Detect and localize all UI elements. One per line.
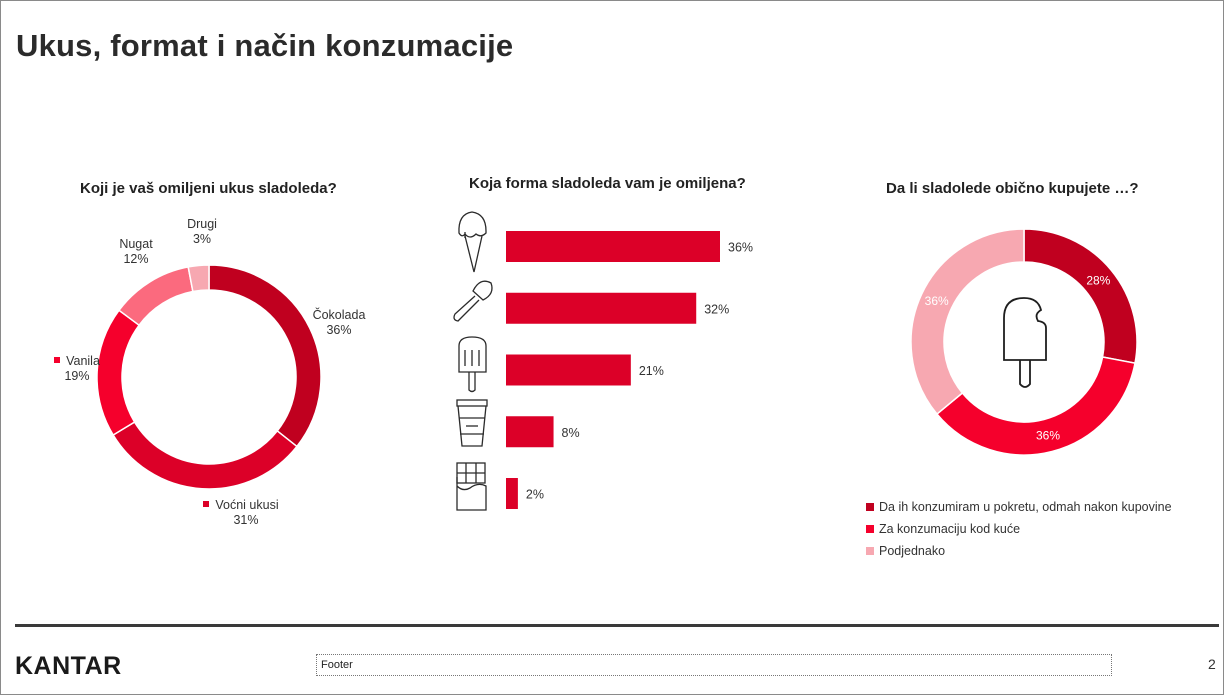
legend-swatch-equal bbox=[866, 547, 874, 555]
form-bar-label-1: 32% bbox=[704, 302, 729, 316]
legend-item-home: Za konzumaciju kod kuće bbox=[866, 520, 1172, 542]
flavor-slice-4 bbox=[187, 264, 210, 293]
purchase-chart-title: Da li sladolede obično kupujete …? bbox=[886, 180, 1139, 197]
legend-label-on-the-go: Da ih konzumiram u pokretu, odmah nakon … bbox=[879, 500, 1172, 514]
purchase-slice-2 bbox=[910, 228, 1025, 416]
flavor-label-vanila-name: Vanila bbox=[66, 354, 100, 368]
form-bar-label-4: 2% bbox=[526, 488, 544, 502]
kantar-logo: KANTAR bbox=[15, 652, 122, 680]
flavor-label-drugi-value: 3% bbox=[192, 232, 212, 246]
footer-text: Footer bbox=[316, 654, 1112, 676]
footer-rule bbox=[15, 624, 1219, 627]
flavor-label-nugat-name: Nugat bbox=[119, 237, 153, 251]
flavor-label-vocni-value: 31% bbox=[233, 513, 259, 527]
form-bar-1 bbox=[506, 292, 697, 324]
purchase-slice-0 bbox=[1023, 228, 1138, 365]
form-bar-label-2: 21% bbox=[639, 364, 664, 378]
purchase-data-label-1: 36% bbox=[1036, 428, 1060, 442]
legend-label-equal: Podjednako bbox=[879, 544, 946, 558]
form-bar-label-0: 36% bbox=[728, 241, 753, 255]
slide-title: Ukus, format i način konzumacije bbox=[16, 28, 514, 63]
legend-swatch-on-the-go bbox=[866, 503, 874, 511]
flavor-label-vocni: Voćni ukusi 31% bbox=[186, 498, 296, 528]
flavor-label-vocni-marker bbox=[203, 501, 210, 507]
form-bar-3 bbox=[506, 416, 554, 448]
form-chart-title: Koja forma sladoleda vam je omiljena? bbox=[469, 175, 746, 192]
legend-item-equal: Podjednako bbox=[866, 542, 1172, 564]
flavor-label-vanila-value: 19% bbox=[64, 369, 90, 383]
flavor-chart-title: Koji je vaš omiljeni ukus sladoleda? bbox=[80, 180, 337, 197]
form-bar-0 bbox=[506, 231, 720, 262]
flavor-label-nugat: Nugat 12% bbox=[108, 237, 164, 267]
legend-item-on-the-go: Da ih konzumiram u pokretu, odmah nakon … bbox=[866, 498, 1172, 520]
form-bar-label-3: 8% bbox=[562, 426, 580, 440]
flavor-label-drugi: Drugi 3% bbox=[176, 217, 228, 247]
flavor-label-nugat-value: 12% bbox=[123, 252, 149, 266]
flavor-label-vanila-marker bbox=[54, 357, 61, 363]
flavor-label-cokolada-name: Čokolada bbox=[312, 308, 366, 322]
purchase-legend: Da ih konzumiram u pokretu, odmah nakon … bbox=[866, 498, 1172, 564]
legend-label-home: Za konzumaciju kod kuće bbox=[879, 522, 1021, 536]
flavor-label-vanila: Vanila 19% bbox=[48, 354, 106, 384]
flavor-label-cokolada: Čokolada 36% bbox=[304, 308, 374, 338]
flavor-label-vocni-name: Voćni ukusi bbox=[215, 498, 279, 512]
purchase-data-label-0: 28% bbox=[1086, 273, 1110, 287]
purchase-data-label-2: 36% bbox=[925, 294, 949, 308]
page-number: 2 bbox=[1208, 656, 1216, 672]
form-bar-4 bbox=[506, 478, 518, 509]
flavor-label-cokolada-value: 36% bbox=[326, 323, 352, 337]
form-bar-2 bbox=[506, 354, 631, 386]
legend-swatch-home bbox=[866, 525, 874, 533]
flavor-label-drugi-name: Drugi bbox=[187, 217, 217, 231]
